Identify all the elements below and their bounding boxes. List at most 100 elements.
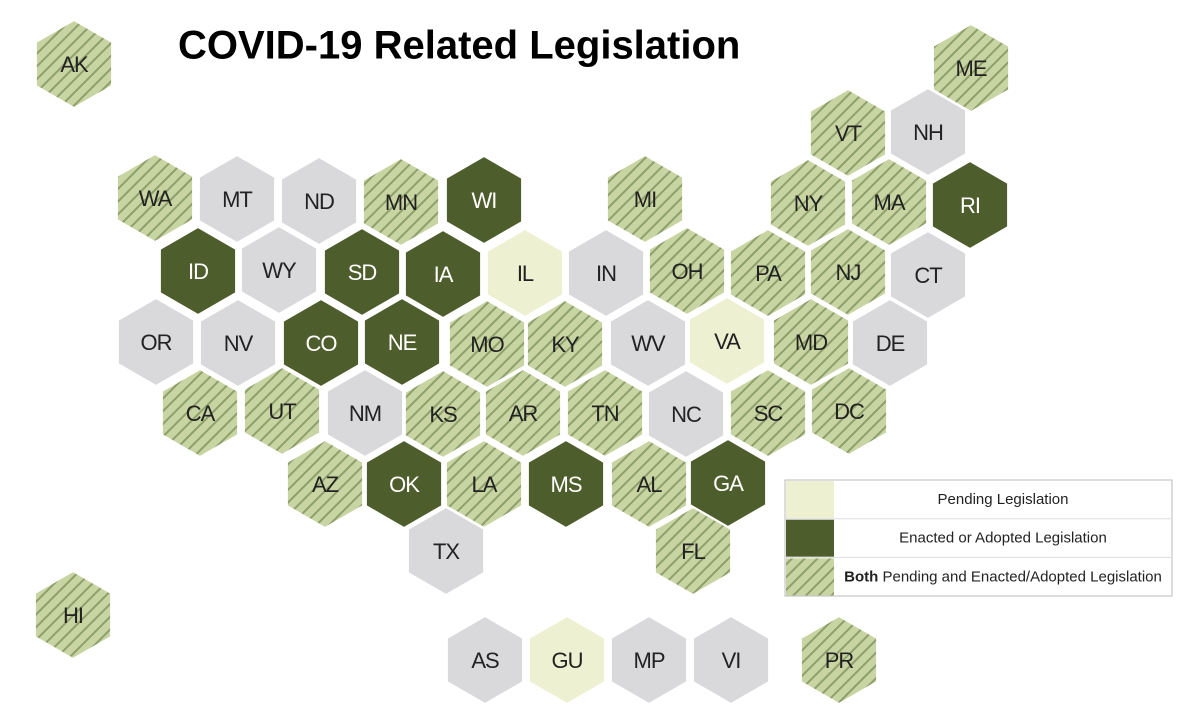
state-hex [362, 296, 442, 388]
state-hex [526, 438, 606, 530]
state-hex [403, 368, 483, 460]
state-label: NM [349, 401, 381, 426]
state-label: ND [304, 189, 334, 214]
state-hex [771, 296, 851, 388]
state-hex [849, 156, 929, 248]
state-label: GU [552, 648, 583, 673]
state-hex [799, 614, 879, 706]
state-hex [483, 367, 563, 459]
state-label: NC [671, 402, 702, 427]
state-label: KS [429, 402, 457, 427]
state-hex [808, 226, 888, 318]
state-label: NV [224, 331, 254, 356]
state-label: LA [472, 472, 498, 497]
state-label: VT [835, 121, 862, 146]
state-label: MO [470, 332, 504, 357]
state-hex [728, 367, 808, 459]
state-hex [406, 505, 486, 597]
state-label: OH [672, 259, 703, 284]
state-hex [728, 227, 808, 319]
state-label: CO [306, 331, 338, 356]
state-label: KY [551, 332, 580, 357]
state-label: TN [591, 401, 618, 426]
state-label: MS [551, 472, 582, 497]
state-label: VA [714, 329, 741, 354]
state-hex [242, 365, 322, 457]
state-label: MT [222, 187, 252, 212]
state-hex [809, 365, 889, 457]
state-label: NH [913, 120, 943, 145]
state-hex [691, 614, 771, 706]
state-hex [930, 159, 1010, 251]
state-label: CT [914, 263, 942, 288]
legend: Pending Legislation Enacted or Adopted Le… [784, 479, 1173, 597]
legend-label: Enacted or Adopted Legislation [899, 530, 1107, 547]
state-hex [325, 367, 405, 459]
state-label: IL [517, 261, 534, 286]
state-hex [647, 225, 727, 317]
state-label: IN [596, 261, 616, 286]
state-label: SC [754, 401, 784, 426]
legend-swatch [786, 481, 834, 518]
state-hex [285, 438, 365, 530]
state-label: IA [434, 262, 454, 287]
state-hex [116, 296, 196, 388]
state-hex [34, 18, 114, 110]
legend-label: Both Pending and Enacted/Adopted Legisla… [844, 568, 1162, 585]
state-label: AL [637, 472, 663, 497]
state-label: UT [268, 399, 296, 424]
state-label: MN [385, 190, 417, 215]
state-label: CA [186, 401, 216, 426]
hex-layer: AK ME VT NH WA MT ND MN WI MI NY MA RI ID WY SD IA IL IN OH… [33, 18, 1011, 706]
state-label: GA [713, 471, 744, 496]
state-label: DC [834, 399, 865, 424]
map-title: COVID-19 Related Legislation [178, 24, 740, 68]
legend-label-rest: Pending and Enacted/Adopted Legislation [882, 568, 1161, 585]
state-hex [197, 153, 277, 245]
state-label: TX [433, 539, 460, 564]
state-hex [33, 569, 113, 661]
legend-label-bold: Both [844, 568, 878, 585]
state-label: PR [825, 648, 854, 673]
state-hex [403, 228, 483, 320]
state-hex [687, 295, 767, 387]
state-label: PA [755, 261, 782, 286]
state-label: OK [389, 472, 420, 497]
state-label: WY [262, 258, 297, 283]
state-label: NY [794, 191, 824, 216]
state-hex [364, 438, 444, 530]
state-hex [281, 297, 361, 389]
state-hex [850, 297, 930, 389]
state-hex [566, 227, 646, 319]
state-hex [808, 87, 888, 179]
state-hex [485, 227, 565, 319]
state-hex [888, 86, 968, 178]
state-label: WV [631, 331, 666, 356]
state-label: AZ [312, 472, 339, 497]
state-hex [525, 298, 605, 390]
state-label: VI [722, 648, 741, 673]
state-hex [605, 153, 685, 245]
state-hex [115, 152, 195, 244]
state-label: AK [60, 52, 89, 77]
state-label: ID [188, 259, 208, 284]
state-hex [160, 367, 240, 459]
state-label: NE [388, 330, 417, 355]
state-hex [609, 614, 689, 706]
state-label: MI [634, 187, 656, 212]
state-label: SD [348, 260, 377, 285]
state-hex [198, 297, 278, 389]
state-hex [322, 226, 402, 318]
state-label: NJ [836, 260, 861, 285]
legend-swatch [786, 558, 834, 596]
state-hex [768, 157, 848, 249]
state-hex [609, 438, 689, 530]
state-hex [565, 367, 645, 459]
state-label: MP [634, 648, 665, 673]
state-hex [447, 298, 527, 390]
state-label: MD [795, 330, 827, 355]
state-label: WA [139, 186, 173, 211]
state-label: MA [874, 190, 906, 215]
state-hex [646, 368, 726, 460]
state-label: AR [509, 401, 538, 426]
